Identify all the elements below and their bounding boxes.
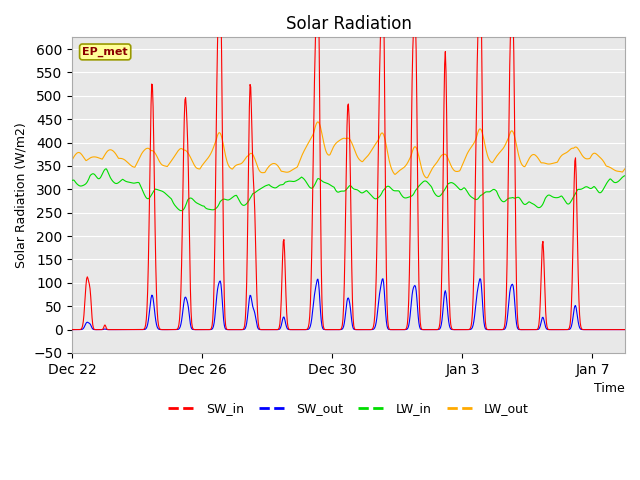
SW_in xyxy=(68,327,76,333)
LW_in xyxy=(144,196,152,202)
SW_in xyxy=(492,327,499,333)
LW_out xyxy=(355,156,363,162)
LW_out xyxy=(68,156,76,162)
SW_out xyxy=(401,327,409,333)
Title: Solar Radiation: Solar Radiation xyxy=(286,15,412,33)
X-axis label: Time: Time xyxy=(595,382,625,395)
LW_in xyxy=(178,208,186,214)
SW_in xyxy=(401,326,409,332)
SW_out xyxy=(476,276,484,282)
LW_out xyxy=(402,162,410,168)
LW_in xyxy=(132,180,140,186)
LW_out xyxy=(314,119,322,125)
SW_out xyxy=(68,327,76,333)
SW_in xyxy=(143,306,151,312)
SW_out xyxy=(143,324,151,330)
LW_in xyxy=(492,188,500,193)
Legend: SW_in, SW_out, LW_in, LW_out: SW_in, SW_out, LW_in, LW_out xyxy=(163,397,534,420)
LW_out xyxy=(180,147,188,153)
SW_in xyxy=(355,327,362,333)
SW_out xyxy=(180,297,188,303)
LW_out xyxy=(423,175,431,181)
SW_in xyxy=(132,327,140,333)
LW_in xyxy=(621,173,629,179)
LW_in xyxy=(356,189,364,195)
LW_in xyxy=(68,178,76,183)
LW_in xyxy=(182,203,189,208)
Line: LW_out: LW_out xyxy=(72,122,625,178)
Line: SW_out: SW_out xyxy=(72,279,625,330)
SW_out xyxy=(492,327,499,333)
Text: EP_met: EP_met xyxy=(83,47,128,57)
SW_in xyxy=(621,327,629,333)
LW_out xyxy=(132,163,140,169)
SW_out xyxy=(355,327,362,333)
LW_out xyxy=(143,145,151,151)
LW_in xyxy=(403,195,410,201)
SW_out xyxy=(132,327,140,333)
LW_out xyxy=(621,166,629,172)
SW_out xyxy=(621,327,629,333)
Line: LW_in: LW_in xyxy=(72,169,625,211)
Line: SW_in: SW_in xyxy=(72,0,625,330)
LW_in xyxy=(102,166,110,172)
Y-axis label: Solar Radiation (W/m2): Solar Radiation (W/m2) xyxy=(15,122,28,268)
SW_in xyxy=(180,115,188,121)
LW_out xyxy=(492,154,500,160)
